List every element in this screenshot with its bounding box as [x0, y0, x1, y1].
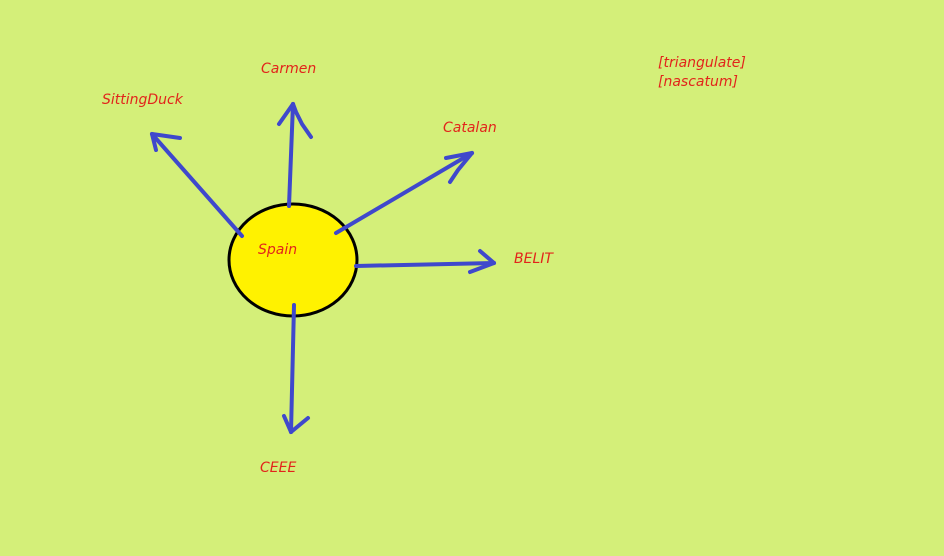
- node-label-belit: BELIT: [514, 251, 553, 267]
- arrow-to-catalan: [334, 151, 474, 235]
- arrow-to-ceee: [282, 303, 310, 434]
- node-label-carmen: Carmen: [261, 61, 317, 77]
- note-triangulate: [triangulate]: [658, 55, 746, 71]
- arrow-to-belit: [354, 249, 496, 274]
- arrow-to-carmen: [277, 102, 313, 208]
- node-label-catalan: Catalan: [443, 120, 497, 136]
- note-nascatum: [nascatum]: [658, 74, 738, 90]
- arrow-to-sittingduck: [150, 132, 244, 238]
- node-label-sittingduck: SittingDuck: [102, 92, 183, 108]
- node-label-ceee: CEEE: [260, 460, 297, 476]
- center-node-spain: [227, 202, 359, 318]
- center-label: Spain: [258, 242, 298, 258]
